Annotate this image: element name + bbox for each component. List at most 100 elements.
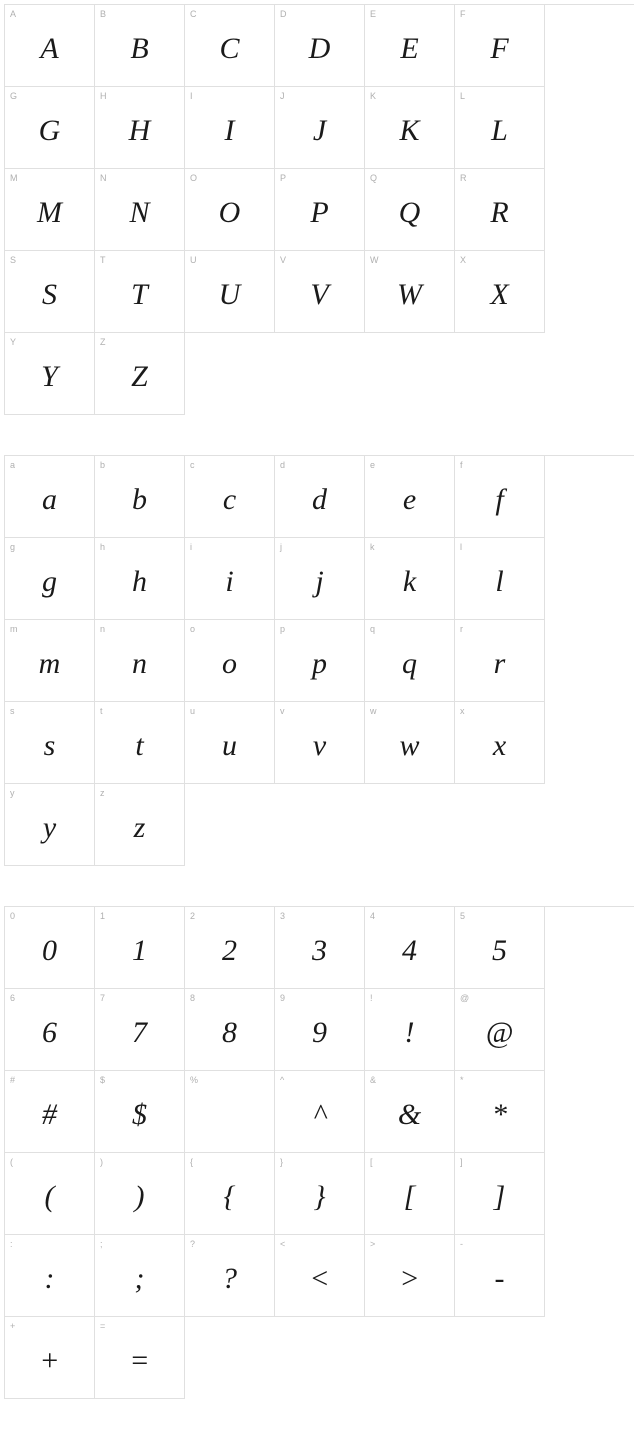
glyph-cell[interactable]: II xyxy=(185,87,275,169)
glyph-cell[interactable]: CC xyxy=(185,5,275,87)
glyph-cell[interactable]: ll xyxy=(455,538,545,620)
cell-glyph: < xyxy=(309,1258,329,1294)
glyph-cell[interactable]: << xyxy=(275,1235,365,1317)
glyph-cell[interactable]: JJ xyxy=(275,87,365,169)
cell-label: Q xyxy=(370,173,377,183)
glyph-cell[interactable]: KK xyxy=(365,87,455,169)
glyph-cell[interactable]: 44 xyxy=(365,907,455,989)
glyph-cell[interactable]: (( xyxy=(5,1153,95,1235)
cell-glyph: Q xyxy=(399,192,421,228)
glyph-cell[interactable]: dd xyxy=(275,456,365,538)
glyph-cell[interactable]: LL xyxy=(455,87,545,169)
glyph-cell[interactable]: xx xyxy=(455,702,545,784)
glyph-cell[interactable]: zz xyxy=(95,784,185,866)
glyph-cell[interactable]: QQ xyxy=(365,169,455,251)
glyph-cell[interactable]: jj xyxy=(275,538,365,620)
glyph-cell[interactable]: ;; xyxy=(95,1235,185,1317)
glyph-cell[interactable]: bb xyxy=(95,456,185,538)
glyph-cell[interactable]: == xyxy=(95,1317,185,1399)
glyph-cell[interactable]: >> xyxy=(365,1235,455,1317)
glyph-cell[interactable]: yy xyxy=(5,784,95,866)
glyph-cell[interactable]: % xyxy=(185,1071,275,1153)
glyph-cell[interactable]: ii xyxy=(185,538,275,620)
glyph-cell[interactable]: {{ xyxy=(185,1153,275,1235)
glyph-cell[interactable]: mm xyxy=(5,620,95,702)
cell-label: $ xyxy=(100,1075,105,1085)
glyph-cell[interactable]: PP xyxy=(275,169,365,251)
cell-label: D xyxy=(280,9,287,19)
cell-glyph: 3 xyxy=(312,930,327,966)
glyph-cell[interactable]: ^^ xyxy=(275,1071,365,1153)
glyph-cell[interactable]: hh xyxy=(95,538,185,620)
glyph-cell[interactable]: MM xyxy=(5,169,95,251)
glyph-cell[interactable]: SS xyxy=(5,251,95,333)
cell-glyph: 7 xyxy=(132,1012,147,1048)
glyph-cell[interactable]: -- xyxy=(455,1235,545,1317)
cell-glyph: N xyxy=(129,192,149,228)
glyph-cell[interactable]: ss xyxy=(5,702,95,784)
cell-glyph: i xyxy=(225,561,233,597)
glyph-cell[interactable]: 88 xyxy=(185,989,275,1071)
glyph-cell[interactable]: $$ xyxy=(95,1071,185,1153)
glyph-cell[interactable]: FF xyxy=(455,5,545,87)
glyph-cell[interactable]: !! xyxy=(365,989,455,1071)
glyph-cell[interactable]: aa xyxy=(5,456,95,538)
glyph-cell[interactable]: VV xyxy=(275,251,365,333)
glyph-cell[interactable]: HH xyxy=(95,87,185,169)
glyph-cell[interactable]: cc xyxy=(185,456,275,538)
glyph-cell[interactable]: [[ xyxy=(365,1153,455,1235)
glyph-cell[interactable]: RR xyxy=(455,169,545,251)
glyph-cell[interactable]: 55 xyxy=(455,907,545,989)
glyph-cell[interactable]: 22 xyxy=(185,907,275,989)
glyph-cell[interactable]: @@ xyxy=(455,989,545,1071)
cell-label: { xyxy=(190,1157,193,1167)
glyph-cell[interactable]: 00 xyxy=(5,907,95,989)
cell-label: d xyxy=(280,460,285,470)
glyph-cell[interactable]: kk xyxy=(365,538,455,620)
glyph-cell[interactable]: gg xyxy=(5,538,95,620)
glyph-cell[interactable]: 66 xyxy=(5,989,95,1071)
glyph-cell[interactable]: ?? xyxy=(185,1235,275,1317)
cell-label: % xyxy=(190,1075,198,1085)
glyph-cell[interactable]: UU xyxy=(185,251,275,333)
glyph-cell[interactable]: )) xyxy=(95,1153,185,1235)
glyph-cell[interactable]: 11 xyxy=(95,907,185,989)
glyph-cell[interactable]: ** xyxy=(455,1071,545,1153)
glyph-cell[interactable]: ## xyxy=(5,1071,95,1153)
cell-glyph: z xyxy=(134,807,146,843)
glyph-cell[interactable]: rr xyxy=(455,620,545,702)
glyph-cell[interactable]: TT xyxy=(95,251,185,333)
glyph-cell[interactable]: uu xyxy=(185,702,275,784)
glyph-cell[interactable]: ZZ xyxy=(95,333,185,415)
glyph-cell[interactable]: pp xyxy=(275,620,365,702)
glyph-cell[interactable]: qq xyxy=(365,620,455,702)
glyph-cell[interactable]: AA xyxy=(5,5,95,87)
glyph-cell[interactable]: nn xyxy=(95,620,185,702)
glyph-cell[interactable]: oo xyxy=(185,620,275,702)
glyph-cell[interactable]: GG xyxy=(5,87,95,169)
glyph-cell[interactable]: vv xyxy=(275,702,365,784)
glyph-cell[interactable]: ww xyxy=(365,702,455,784)
cell-label: E xyxy=(370,9,376,19)
glyph-cell[interactable]: ff xyxy=(455,456,545,538)
glyph-cell[interactable]: BB xyxy=(95,5,185,87)
glyph-cell[interactable]: tt xyxy=(95,702,185,784)
glyph-cell[interactable]: OO xyxy=(185,169,275,251)
glyph-cell[interactable]: WW xyxy=(365,251,455,333)
glyph-cell[interactable]: }} xyxy=(275,1153,365,1235)
glyph-cell[interactable]: YY xyxy=(5,333,95,415)
glyph-cell[interactable]: 99 xyxy=(275,989,365,1071)
glyph-cell[interactable]: && xyxy=(365,1071,455,1153)
glyph-cell[interactable]: DD xyxy=(275,5,365,87)
glyph-cell[interactable]: 77 xyxy=(95,989,185,1071)
glyph-cell[interactable]: ]] xyxy=(455,1153,545,1235)
glyph-cell[interactable]: XX xyxy=(455,251,545,333)
glyph-cell[interactable]: :: xyxy=(5,1235,95,1317)
cell-label: S xyxy=(10,255,16,265)
glyph-cell[interactable]: EE xyxy=(365,5,455,87)
glyph-cell[interactable]: 33 xyxy=(275,907,365,989)
cell-label: 4 xyxy=(370,911,375,921)
glyph-cell[interactable]: ee xyxy=(365,456,455,538)
glyph-cell[interactable]: NN xyxy=(95,169,185,251)
glyph-cell[interactable]: ++ xyxy=(5,1317,95,1399)
